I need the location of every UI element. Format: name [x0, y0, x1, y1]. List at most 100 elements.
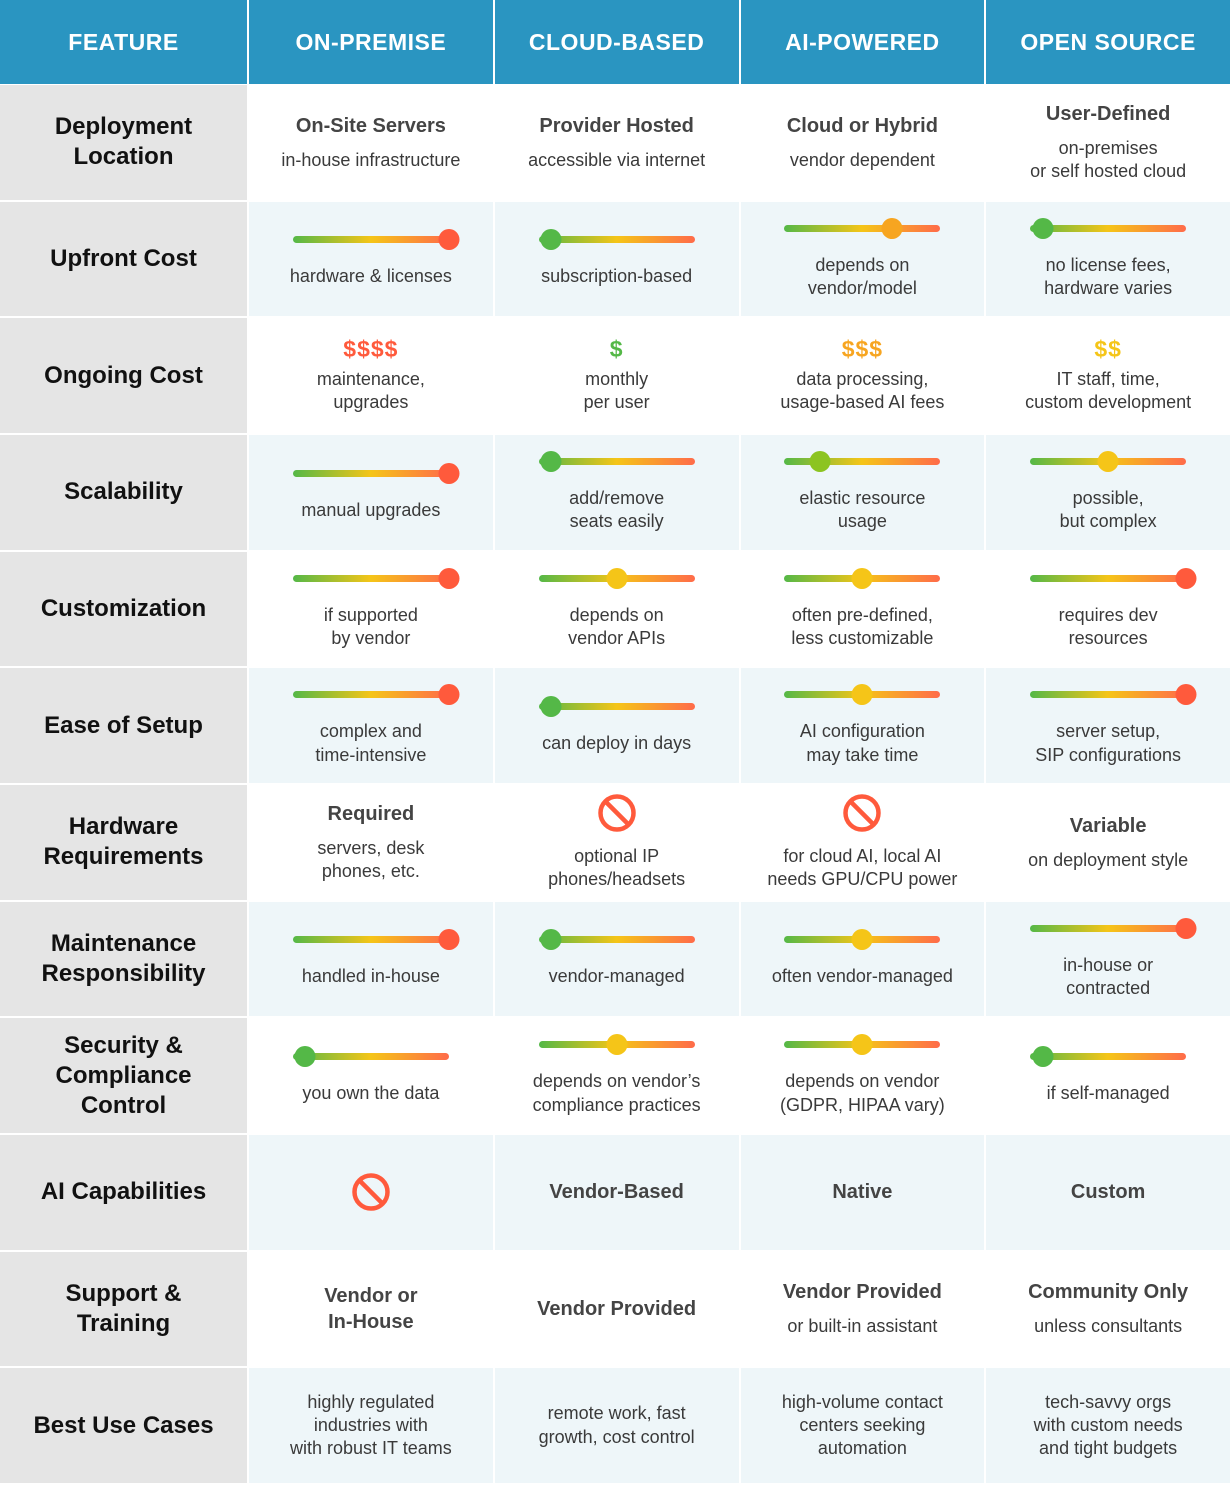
rating-knob [294, 1045, 316, 1067]
cell-cloud-based: add/remove seats easily [494, 434, 739, 552]
rating-knob [851, 567, 873, 589]
rating-knob [540, 450, 562, 472]
cell-on-premise: On-Site Servers in-house infrastructure [249, 85, 493, 202]
rating-track [1030, 924, 1187, 932]
cell-description: maintenance, upgrades [316, 368, 425, 413]
feature-label: Support & Training [0, 1251, 247, 1369]
rating-track [292, 236, 449, 244]
rating-knob [438, 462, 460, 484]
rating-knob [1032, 217, 1054, 239]
cell-description: you own the data [302, 1082, 440, 1103]
rating-knob [540, 929, 562, 951]
cell-cloud-based: Provider Hosted accessible via internet [494, 85, 739, 202]
cell-description: depends on vendor (GDPR, HIPAA vary) [780, 1071, 945, 1115]
cost-dollars: $$ [1094, 335, 1122, 362]
cell-description: often vendor-managed [771, 966, 953, 987]
cell-title: Cloud or Hybrid [786, 114, 938, 137]
rating-knob [438, 929, 460, 951]
cell-description: requires dev resources [1058, 604, 1158, 648]
rating-slider [292, 462, 460, 484]
rating-knob [1032, 1045, 1054, 1067]
feature-label: Ongoing Cost [0, 318, 247, 435]
cell-open-source: Variable on deployment style [986, 784, 1230, 902]
rating-slider [784, 1034, 941, 1056]
rating-knob [851, 684, 873, 706]
rating-slider [538, 450, 695, 472]
feature-label: Deployment Location [0, 85, 247, 202]
rating-knob [851, 929, 873, 951]
rating-slider [292, 567, 460, 589]
rating-knob [1175, 567, 1197, 589]
cell-on-premise: Vendor or In-House [249, 1251, 493, 1369]
rating-track [784, 224, 941, 232]
cell-title: Vendor Provided [537, 1297, 697, 1320]
cell-on-premise [249, 1134, 493, 1252]
cell-on-premise: manual upgrades [249, 434, 493, 552]
cell-title: Vendor or In-House [324, 1284, 418, 1333]
cell-description: unless consultants [1034, 1316, 1183, 1337]
cell-description: IT staff, time, custom development [1025, 368, 1192, 413]
not-available-icon [843, 794, 882, 832]
cell-title: On-Site Servers [295, 114, 446, 137]
cell-description: depends on vendor’s compliance practices [532, 1071, 701, 1115]
rating-knob [851, 1034, 873, 1056]
rating-slider [1030, 917, 1197, 939]
cell-open-source: requires dev resources [986, 551, 1230, 669]
cell-description: for cloud AI, local AI needs GPU/CPU pow… [767, 845, 958, 890]
cell-title: Variable [1069, 814, 1147, 837]
header-feature: FEATURE [0, 0, 247, 85]
cell-on-premise: hardware & licenses [249, 201, 493, 319]
rating-slider [784, 684, 941, 706]
cell-description: tech-savvy orgs with custom needs and ti… [1033, 1391, 1183, 1459]
cell-title: Custom [1070, 1181, 1146, 1204]
rating-slider [1030, 684, 1197, 706]
cell-cloud-based: Vendor-Based [494, 1134, 739, 1252]
cell-on-premise: handled in-house [249, 901, 493, 1019]
rating-track [292, 936, 449, 944]
cell-description: on-premises or self hosted cloud [1030, 137, 1187, 182]
cell-open-source: possible, but complex [986, 434, 1230, 552]
feature-label: Hardware Requirements [0, 784, 247, 902]
cell-on-premise: if supported by vendor [249, 551, 493, 669]
rating-slider [1030, 450, 1187, 472]
cell-cloud-based: subscription-based [494, 201, 739, 319]
cell-description: AI configuration may take time [799, 721, 925, 765]
feature-label: Ease of Setup [0, 668, 247, 785]
rating-slider [292, 684, 460, 706]
cell-ai-powered: Cloud or Hybrid vendor dependent [740, 85, 985, 202]
cell-description: server setup, SIP configurations [1035, 721, 1181, 765]
rating-knob [809, 450, 831, 472]
header-on-premise: ON-PREMISE [249, 0, 493, 85]
cell-open-source: server setup, SIP configurations [986, 668, 1230, 785]
cell-on-premise: complex and time-intensive [249, 668, 493, 785]
cell-description: complex and time-intensive [315, 721, 427, 765]
rating-knob [606, 1034, 628, 1056]
cell-cloud-based: remote work, fast growth, cost control [494, 1368, 739, 1485]
cell-description: often pre-defined, less customizable [791, 604, 934, 648]
cell-description: depends on vendor APIs [568, 604, 666, 648]
cell-cloud-based: depends on vendor’s compliance practices [494, 1018, 739, 1135]
rating-slider [784, 929, 941, 951]
cell-description: on deployment style [1028, 849, 1189, 870]
rating-slider [538, 1034, 695, 1056]
feature-label: Security & Compliance Control [0, 1018, 247, 1135]
rating-knob [438, 684, 460, 706]
not-available-icon [352, 1173, 390, 1212]
rating-track [1030, 224, 1187, 232]
rating-track [292, 469, 449, 477]
cell-description: depends on vendor/model [807, 254, 917, 298]
cell-description: highly regulated industries with with ro… [290, 1391, 452, 1459]
cell-ai-powered: AI configuration may take time [740, 668, 985, 785]
cell-description: handled in-house [301, 966, 440, 987]
rating-track [1030, 691, 1187, 699]
cell-title: User-Defined [1045, 102, 1171, 125]
rating-slider [784, 450, 941, 472]
rating-knob [438, 229, 460, 251]
cell-open-source: no license fees, hardware varies [986, 201, 1230, 319]
cell-ai-powered: $$$ data processing, usage-based AI fees [740, 318, 985, 435]
cell-description: high-volume contact centers seeking auto… [781, 1391, 943, 1459]
rating-track [538, 236, 695, 244]
rating-slider [538, 567, 695, 589]
header-open-source: OPEN SOURCE [986, 0, 1230, 85]
